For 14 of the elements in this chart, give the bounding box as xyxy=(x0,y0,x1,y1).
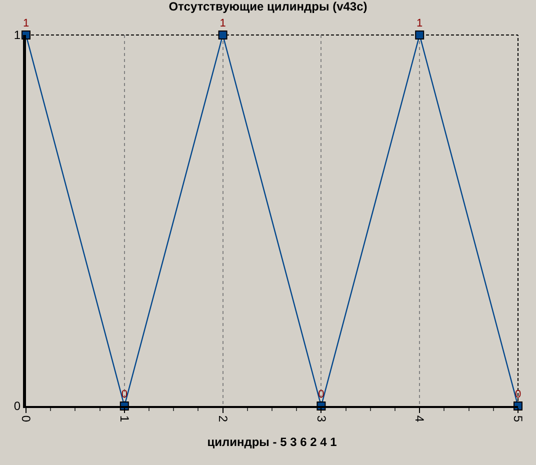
data-label: 0 xyxy=(318,388,324,400)
data-label: 1 xyxy=(220,17,226,30)
data-label: 0 xyxy=(514,388,522,400)
x-tick-label: 0 xyxy=(19,415,34,422)
data-label: 1 xyxy=(22,17,30,30)
x-tick-label: 5 xyxy=(511,415,526,422)
x-tick-label: 1 xyxy=(118,415,132,422)
chart-title: Отсутствующие цилиндры (v43c) xyxy=(168,0,368,14)
x-axis-title: цилиндры - 5 3 6 2 4 1 xyxy=(207,434,338,449)
data-label: 1 xyxy=(416,17,423,30)
x-tick-label: 3 xyxy=(314,415,328,422)
x-tick-label: 4 xyxy=(412,415,427,422)
x-tick-label: 2 xyxy=(216,415,230,422)
data-label: 0 xyxy=(121,388,128,400)
